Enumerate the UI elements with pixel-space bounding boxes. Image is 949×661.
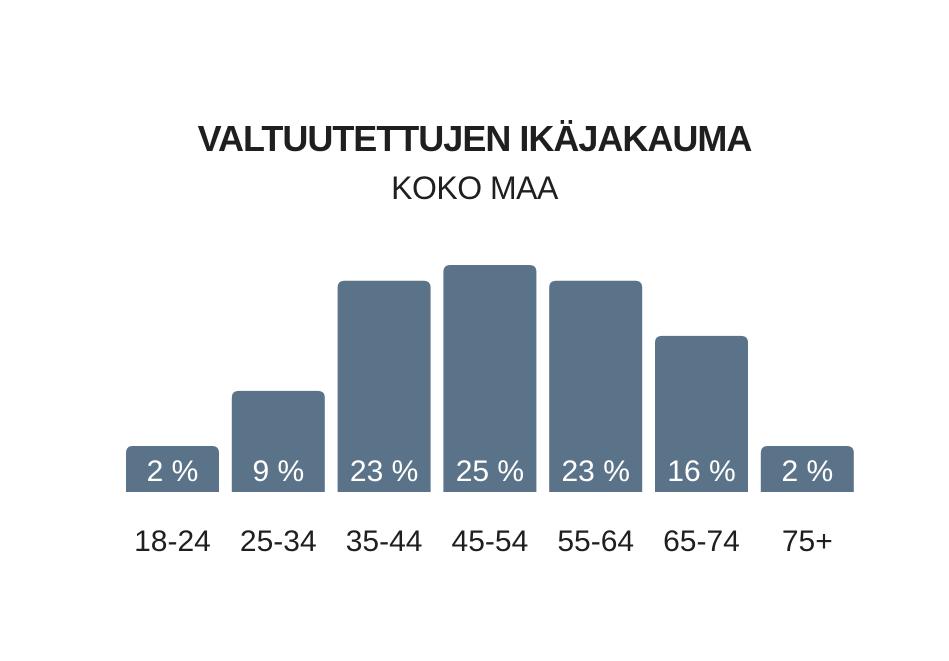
bar-25-34 [231,390,325,492]
data-label: 16 % [667,455,735,488]
x-tick-label: 65-74 [663,525,740,558]
x-tick-label: 25-34 [240,525,317,558]
bar-75+ [760,446,854,492]
chart-title: VALTUUTETTUJEN IKÄJAKAUMA [197,118,753,159]
x-tick-label: 55-64 [557,525,634,558]
data-label: 9 % [252,455,304,488]
data-label: 23 % [562,455,630,488]
data-label: 25 % [456,455,524,488]
data-label: 2 % [147,455,199,488]
chart-subtitle: KOKO MAA [391,170,558,206]
bar-65-74 [655,335,748,492]
x-tick-label: 18-24 [134,525,211,558]
data-label: 23 % [350,455,418,488]
x-tick-label: 75+ [782,525,833,558]
x-tick-label: 45-54 [452,525,529,558]
bar-35-44 [337,280,431,492]
bar-55-64 [549,280,643,492]
bar-45-54 [443,265,537,492]
data-label: 2 % [781,455,833,488]
x-tick-label: 35-44 [346,525,423,558]
bar-18-24 [126,446,219,492]
